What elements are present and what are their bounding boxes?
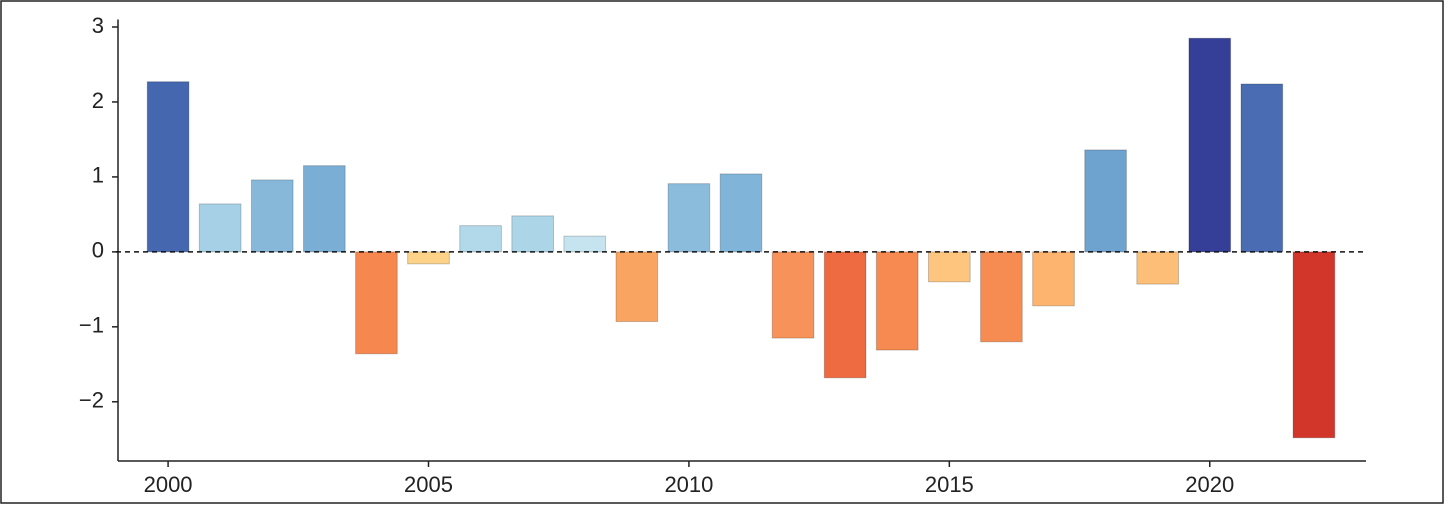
bar [719,173,763,253]
bar [823,251,867,379]
x-tick-label: 2005 [404,472,453,497]
y-tick-label: −1 [79,313,104,338]
x-tick-label: 2020 [1185,472,1234,497]
bar [563,235,607,253]
x-tick-label: 2000 [144,472,193,497]
bar [303,165,346,253]
bar [615,251,659,323]
x-tick-label: 2010 [664,472,713,497]
bar [667,183,711,253]
y-tick-label: 1 [92,163,104,188]
bar [1240,83,1284,253]
y-tick-label: 2 [92,88,104,113]
x-tick-label: 2015 [925,472,974,497]
bar [355,251,398,355]
bar [1084,149,1127,253]
bar [407,251,450,265]
bar [928,251,971,283]
bar [1292,251,1336,439]
bar [250,179,294,253]
bar [198,203,242,253]
bar [146,81,190,253]
bar [771,251,815,339]
y-tick-label: 3 [92,13,104,38]
y-tick-label: 0 [92,238,104,263]
bar [1136,251,1180,285]
y-tick-label: −2 [79,388,104,413]
bar [1032,251,1075,307]
bar [511,215,555,253]
bar [980,251,1023,343]
bar [875,251,919,351]
bar [1188,37,1232,253]
bar [459,225,502,253]
